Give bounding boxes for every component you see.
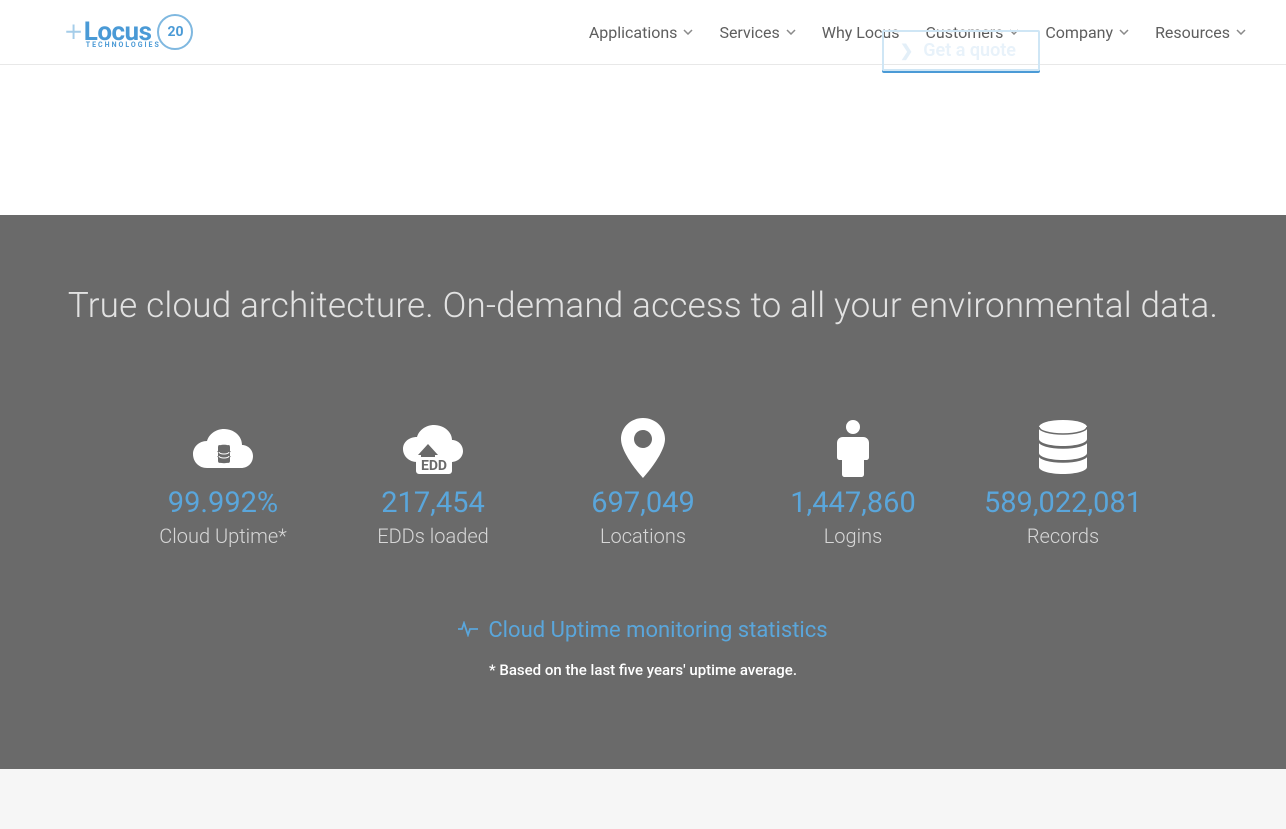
chevron-down-icon <box>1119 27 1129 37</box>
database-icon <box>1037 416 1089 480</box>
uptime-link-label: Cloud Uptime monitoring statistics <box>488 618 827 643</box>
stat-label: Locations <box>600 524 686 548</box>
brand-subtitle: TECHNOLOGIES <box>86 41 161 49</box>
stats-row: 99.992% Cloud Uptime* EDD 217,454 EDDs l… <box>40 416 1246 548</box>
stat-label: Logins <box>824 524 883 548</box>
person-icon <box>835 416 871 480</box>
stat-logins: 1,447,860 Logins <box>748 416 958 548</box>
nav-label: Resources <box>1155 23 1230 42</box>
cloud-db-icon <box>190 416 256 480</box>
chevron-down-icon <box>683 27 693 37</box>
chevron-down-icon <box>1236 27 1246 37</box>
quote-button-label: Get a quote <box>923 40 1016 61</box>
nav-applications[interactable]: Applications <box>589 23 694 42</box>
site-header: ✕ Locus TECHNOLOGIES 20 Applications Ser… <box>0 0 1286 65</box>
anniversary-badge-icon: 20 <box>157 14 193 50</box>
nav-company[interactable]: Company <box>1045 23 1129 42</box>
hero-headline: True cloud architecture. On-demand acces… <box>40 285 1246 326</box>
hero-top-spacer <box>0 65 1286 215</box>
svg-text:EDD: EDD <box>421 458 447 474</box>
stat-label: Records <box>1027 524 1099 548</box>
stat-value: 217,454 <box>381 486 485 520</box>
brand-logo[interactable]: ✕ Locus TECHNOLOGIES 20 <box>65 14 193 50</box>
chevron-right-icon: ❯ <box>900 41 913 60</box>
edd-upload-icon: EDD <box>400 416 466 480</box>
hero-section: True cloud architecture. On-demand acces… <box>0 215 1286 769</box>
uptime-footnote: * Based on the last five years' uptime a… <box>40 661 1246 679</box>
bottom-spacer <box>0 769 1286 829</box>
nav-label: Company <box>1045 23 1113 42</box>
stat-value: 589,022,081 <box>984 486 1142 520</box>
get-quote-button[interactable]: ❯ Get a quote <box>882 30 1040 71</box>
stat-label: Cloud Uptime* <box>159 524 286 548</box>
stat-locations: 697,049 Locations <box>538 416 748 548</box>
nav-resources[interactable]: Resources <box>1155 23 1246 42</box>
uptime-stats-link[interactable]: Cloud Uptime monitoring statistics <box>458 618 827 643</box>
nav-label: Services <box>719 23 779 42</box>
brand-name: Locus TECHNOLOGIES <box>84 17 152 47</box>
chevron-down-icon <box>786 27 796 37</box>
stat-value: 99.992% <box>168 486 278 520</box>
activity-icon <box>458 618 478 643</box>
stat-edds: EDD 217,454 EDDs loaded <box>328 416 538 548</box>
map-pin-icon <box>621 416 665 480</box>
stat-value: 697,049 <box>591 486 695 520</box>
nav-label: Applications <box>589 23 678 42</box>
stat-cloud-uptime: 99.992% Cloud Uptime* <box>118 416 328 548</box>
nav-services[interactable]: Services <box>719 23 795 42</box>
stat-records: 589,022,081 Records <box>958 416 1168 548</box>
stat-label: EDDs loaded <box>377 524 489 548</box>
stat-value: 1,447,860 <box>790 486 916 520</box>
